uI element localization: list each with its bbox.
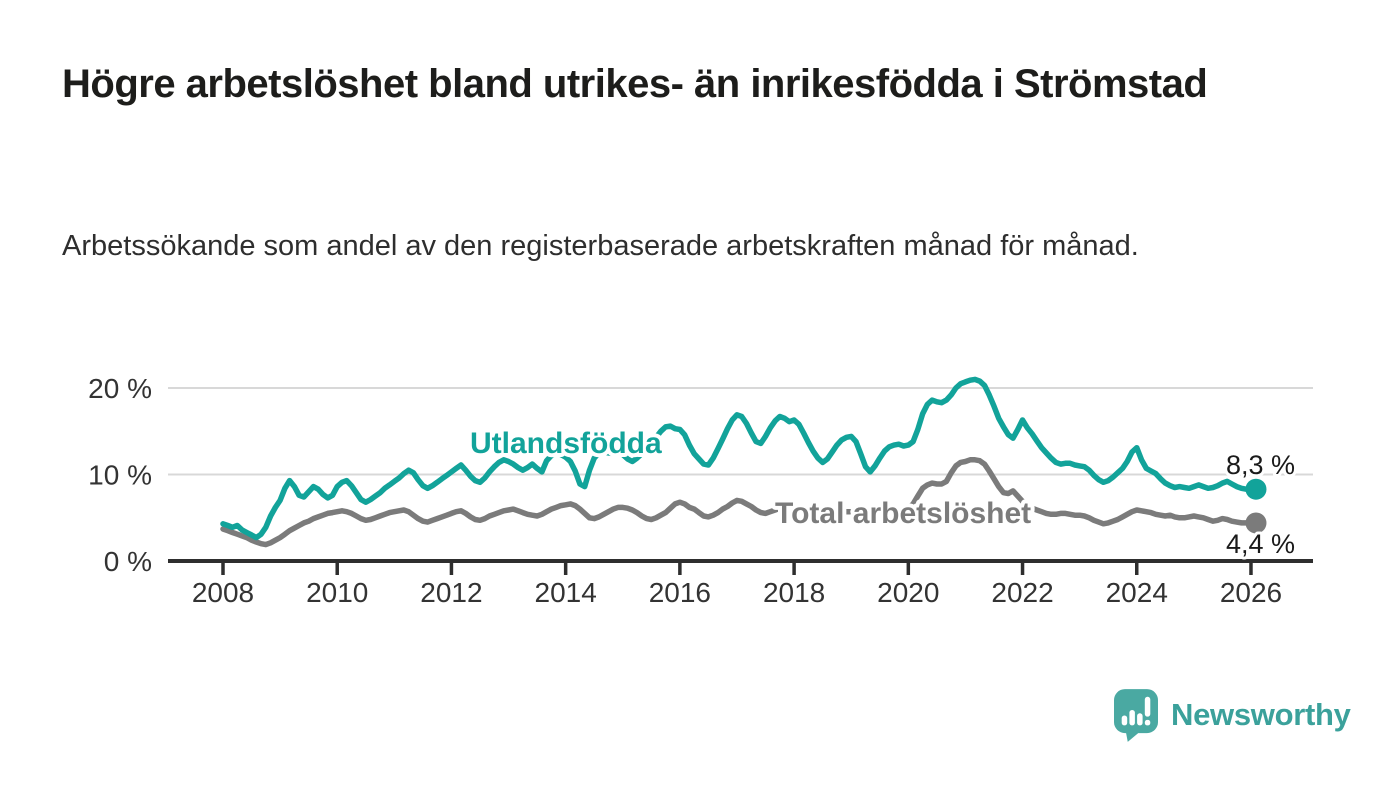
x-tick-label-2024: 2024 bbox=[1106, 577, 1168, 608]
series-end-label-total-arbetsl-shet: 4,4 % bbox=[1226, 529, 1295, 559]
series-label-total-arbetsl-shet: Total arbetslöshet bbox=[775, 497, 1031, 530]
logo-bar-medium bbox=[1129, 709, 1135, 725]
page-subtitle: Arbetssökande som andel av den registerb… bbox=[62, 230, 1139, 262]
y-tick-label-0: 0 % bbox=[104, 546, 152, 577]
series-endpoint-dot-total-arbetsl-shet bbox=[1245, 512, 1267, 534]
logo-bar-short bbox=[1121, 715, 1128, 725]
x-tick-label-2016: 2016 bbox=[649, 577, 711, 608]
x-tick-label-2018: 2018 bbox=[763, 577, 825, 608]
series-end-label-utlandsf-dda: 8,3 % bbox=[1226, 450, 1295, 480]
x-tick-label-2012: 2012 bbox=[420, 577, 482, 608]
x-tick-label-2020: 2020 bbox=[877, 577, 939, 608]
newsworthy-logo-text: Newsworthy bbox=[1171, 697, 1351, 732]
x-tick-label-2014: 2014 bbox=[535, 577, 597, 608]
y-tick-label-20: 20 % bbox=[88, 373, 152, 404]
series-label-utlandsf-dda: Utlandsfödda bbox=[470, 427, 662, 460]
logo-bar-tall bbox=[1137, 712, 1143, 725]
x-tick-label-2008: 2008 bbox=[192, 577, 254, 608]
logo-exclamation-dot bbox=[1144, 719, 1151, 725]
newsworthy-logo: Newsworthy bbox=[1114, 688, 1351, 742]
x-tick-label-2026: 2026 bbox=[1220, 577, 1282, 608]
newsworthy-logo-icon bbox=[1114, 688, 1158, 742]
series-line-utlandsf-dda bbox=[220, 376, 1254, 541]
y-tick-label-10: 10 % bbox=[88, 460, 152, 491]
logo-exclamation-bar bbox=[1144, 696, 1151, 717]
series-line-total-arbetsl-shet bbox=[220, 457, 1254, 548]
x-tick-label-2010: 2010 bbox=[306, 577, 368, 608]
series-endpoint-dot-utlandsf-dda bbox=[1245, 478, 1267, 500]
x-tick-label-2022: 2022 bbox=[991, 577, 1053, 608]
page-title: Högre arbetslöshet bland utrikes- än inr… bbox=[62, 62, 1208, 106]
